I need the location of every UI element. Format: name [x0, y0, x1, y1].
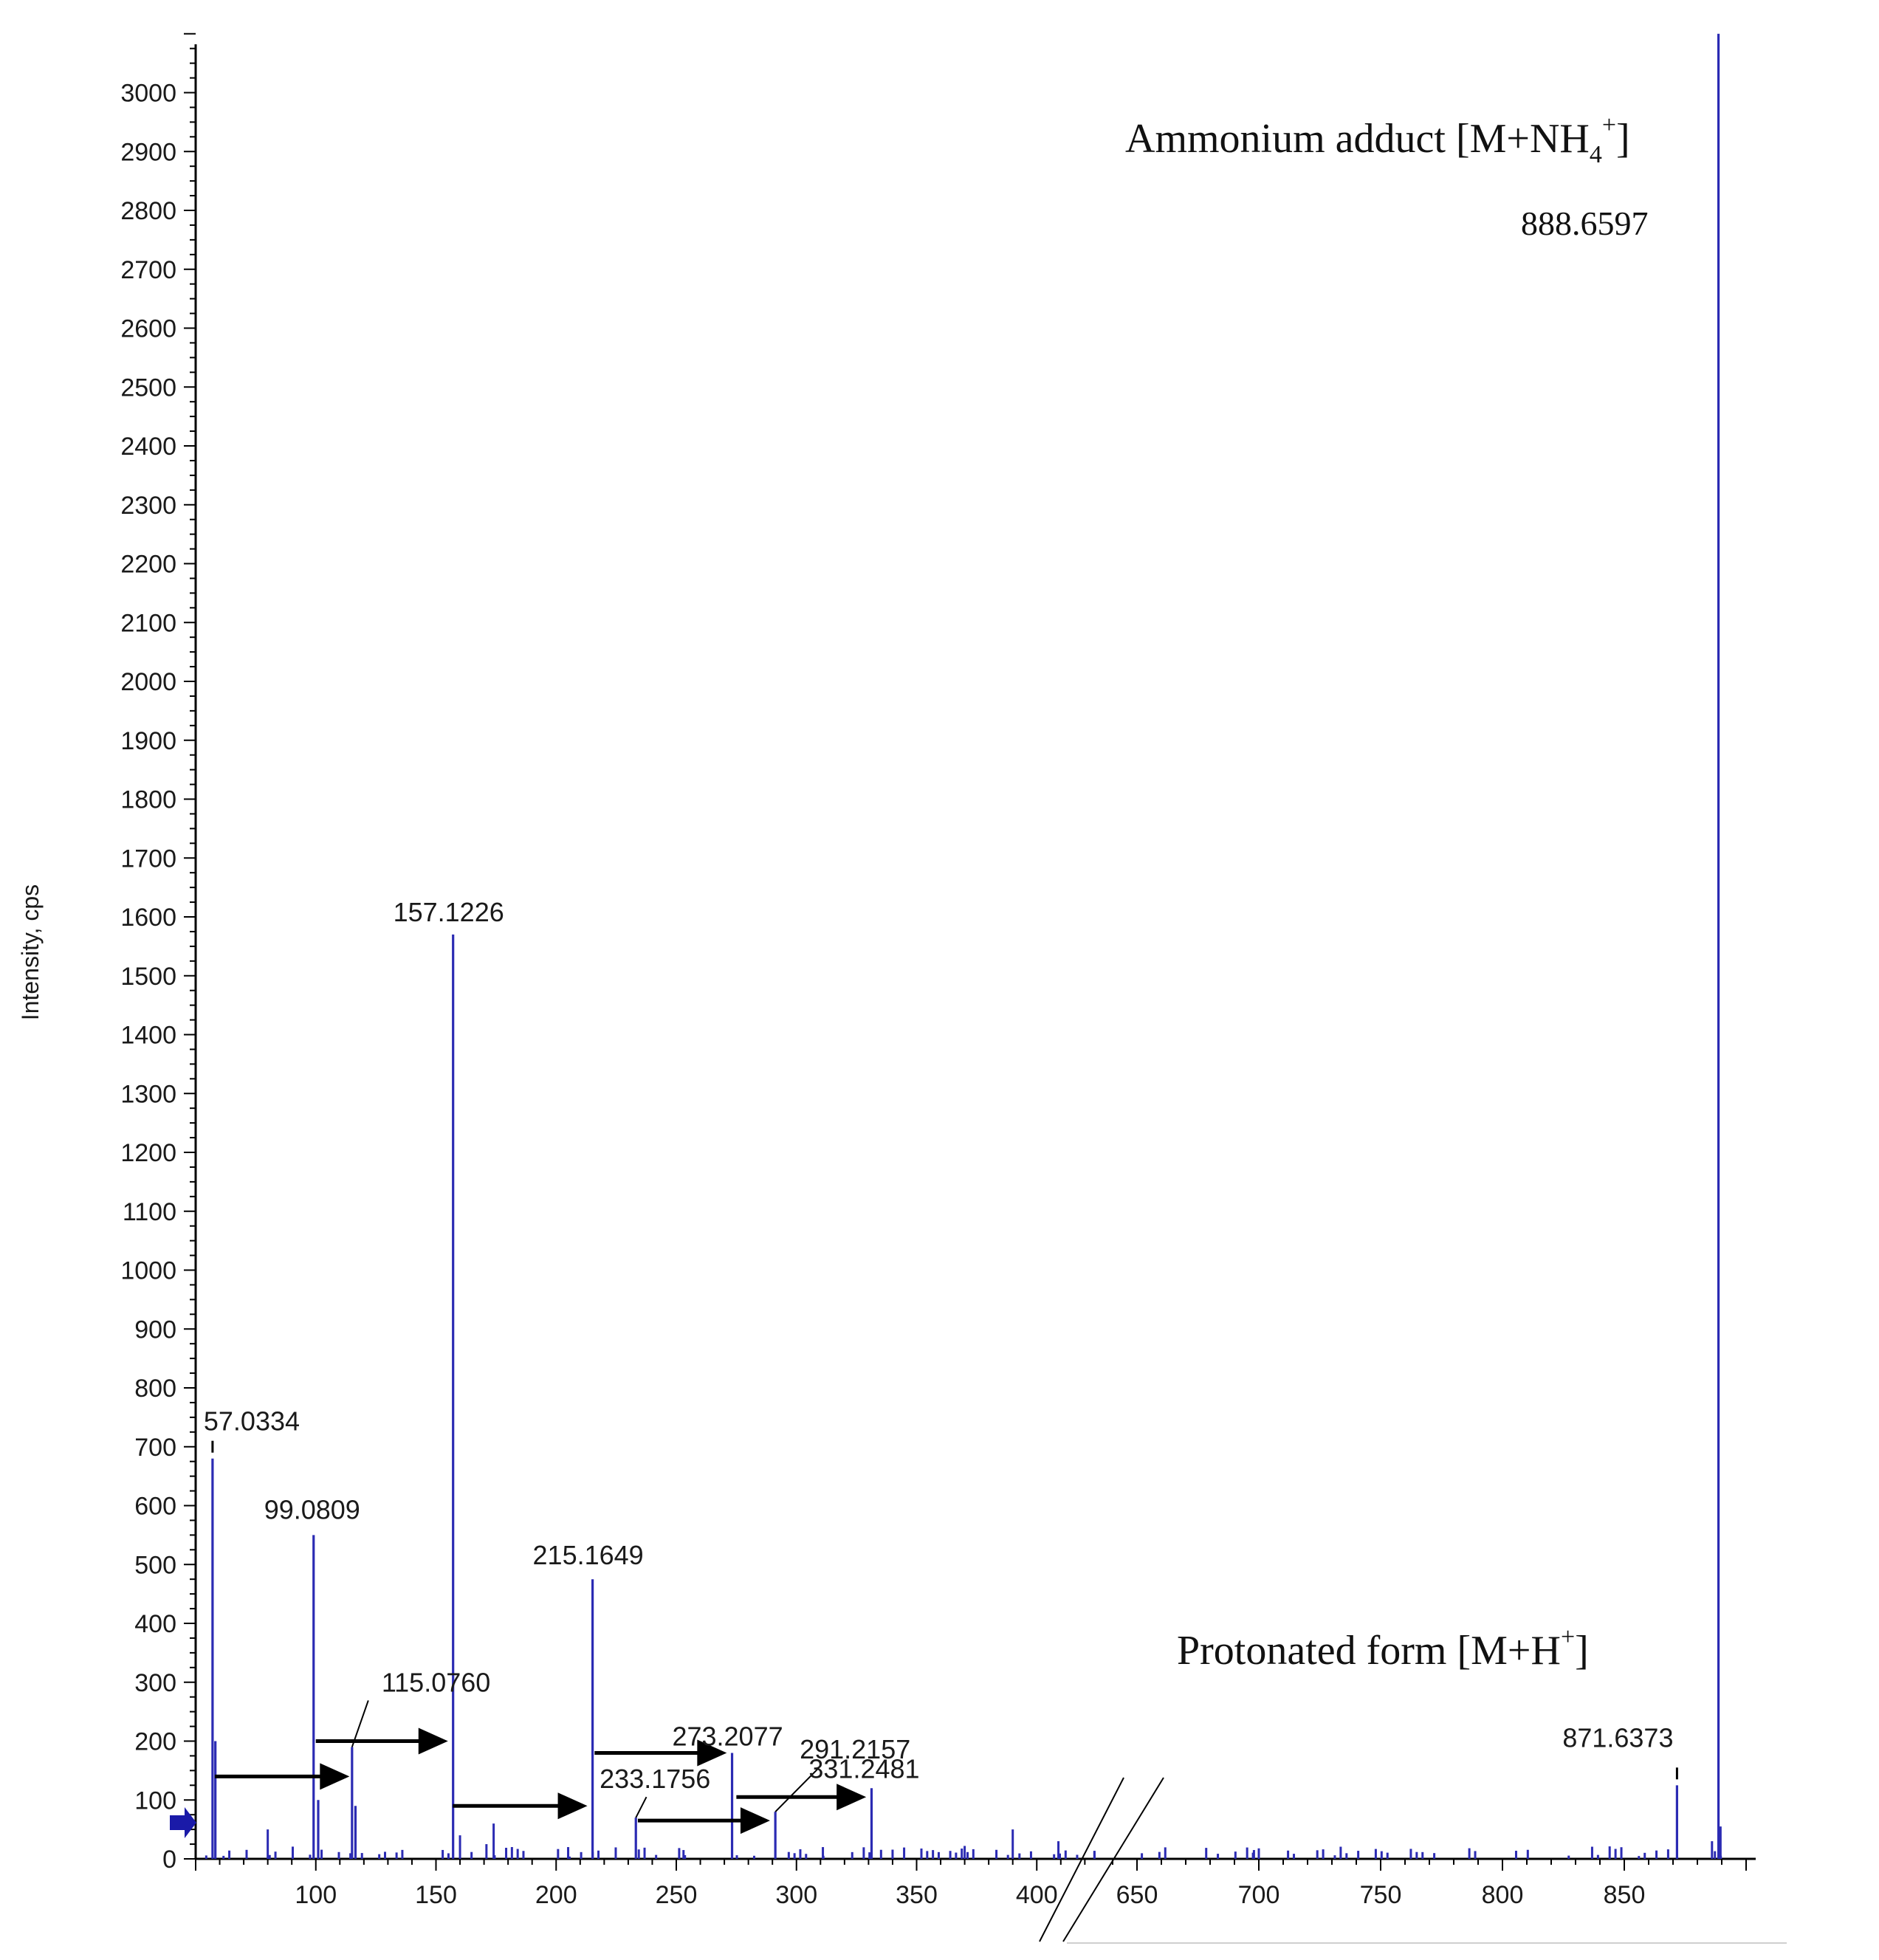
peak-series — [205, 33, 1722, 1859]
peak-labels: 57.0334 99.0809 115.0760 157.1226 215.1649 23… — [204, 897, 1678, 1818]
y-tick-label: 2900 — [120, 138, 176, 166]
y-tick-label: 2700 — [120, 256, 176, 284]
y-tick-label: 1500 — [120, 963, 176, 991]
peak-label: 57.0334 — [204, 1406, 300, 1437]
axis-break-mark — [1039, 1777, 1124, 1942]
y-tick-label: 2500 — [120, 374, 176, 402]
x-tick-label: 850 — [1604, 1881, 1646, 1909]
peak-label: 331.2481 — [808, 1753, 919, 1784]
y-tick-label: 2100 — [120, 609, 176, 637]
y-tick-label: 0 — [162, 1846, 176, 1874]
y-tick-label: 1800 — [120, 786, 176, 814]
ammonium-adduct-mz-label: 888.6597 — [1521, 204, 1649, 242]
x-tick-label: 250 — [656, 1881, 698, 1909]
y-tick-label: 500 — [134, 1551, 176, 1579]
y-tick-label: 800 — [134, 1375, 176, 1403]
x-tick-label: 200 — [535, 1881, 577, 1909]
fragmentation-arrow-head — [418, 1727, 448, 1755]
y-tick-label: 200 — [134, 1728, 176, 1756]
peak-label: 871.6373 — [1562, 1722, 1673, 1753]
y-tick-label: 1600 — [120, 904, 176, 932]
y-tick-label: 2000 — [120, 668, 176, 696]
x-tick-label: 750 — [1360, 1881, 1402, 1909]
y-tick-label: 2400 — [120, 433, 176, 461]
label-leader-line — [351, 1700, 369, 1747]
x-tick-label: 300 — [775, 1881, 817, 1909]
fragmentation-arrow-head — [557, 1792, 588, 1820]
y-tick-label: 1700 — [120, 845, 176, 873]
fragmentation-arrow-head — [740, 1807, 770, 1835]
y-tick-label: 1000 — [120, 1257, 176, 1285]
peak-label: 291.2157 — [800, 1734, 910, 1764]
y-tick-label: 700 — [134, 1434, 176, 1462]
y-tick-label: 900 — [134, 1316, 176, 1344]
label-leader-line — [635, 1796, 647, 1818]
ammonium-adduct-annotation: Ammonium adduct [M+NH4+] — [1125, 111, 1630, 168]
y-tick-label: 1300 — [120, 1080, 176, 1108]
protonated-form-annotation: Protonated form [M+H+] — [1177, 1623, 1589, 1674]
y-tick-label: 600 — [134, 1493, 176, 1521]
fragmentation-arrow-head — [697, 1739, 727, 1767]
y-tick-label: 1900 — [120, 727, 176, 755]
y-tick-label: 1200 — [120, 1139, 176, 1167]
y-tick-label: 3000 — [120, 80, 176, 108]
x-tick-label: 100 — [295, 1881, 337, 1909]
fragmentation-arrow-head — [837, 1784, 867, 1811]
label-leader-line — [774, 1767, 820, 1812]
peak-label: 157.1226 — [394, 897, 504, 927]
x-tick-label: 400 — [1016, 1881, 1058, 1909]
peak-label: 99.0809 — [264, 1494, 360, 1524]
x-tick-label: 650 — [1116, 1881, 1158, 1909]
y-tick-label: 300 — [134, 1669, 176, 1697]
peak-label: 273.2077 — [672, 1721, 783, 1751]
y-tick-label: 2800 — [120, 197, 176, 225]
y-tick-label: 1100 — [123, 1198, 176, 1226]
peak-label: 233.1756 — [600, 1764, 710, 1794]
x-tick-label: 800 — [1482, 1881, 1524, 1909]
fragmentation-arrow-head — [320, 1763, 350, 1790]
y-tick-label: 400 — [134, 1610, 176, 1638]
y-tick-label: 1400 — [120, 1022, 176, 1050]
x-tick-label: 150 — [415, 1881, 457, 1909]
axes: 0 100 200 300 400 500 600 700 800 900 1000 1100 1200… — [120, 32, 1787, 1944]
y-tick-label: 2200 — [120, 551, 176, 579]
peak-label: 115.0760 — [382, 1667, 490, 1697]
y-tick-label: 2300 — [120, 492, 176, 520]
peak-label: 215.1649 — [533, 1540, 644, 1570]
y-tick-label: 100 — [134, 1787, 176, 1815]
precursor-marker-icon — [170, 1807, 196, 1838]
x-tick-label: 350 — [896, 1881, 938, 1909]
y-tick-label: 2600 — [120, 315, 176, 343]
x-tick-label: 700 — [1238, 1881, 1280, 1909]
y-axis-label: Intensity, cps — [17, 884, 44, 1020]
fragmentation-arrows — [215, 1727, 867, 1835]
axis-break-mark — [1062, 1777, 1164, 1942]
